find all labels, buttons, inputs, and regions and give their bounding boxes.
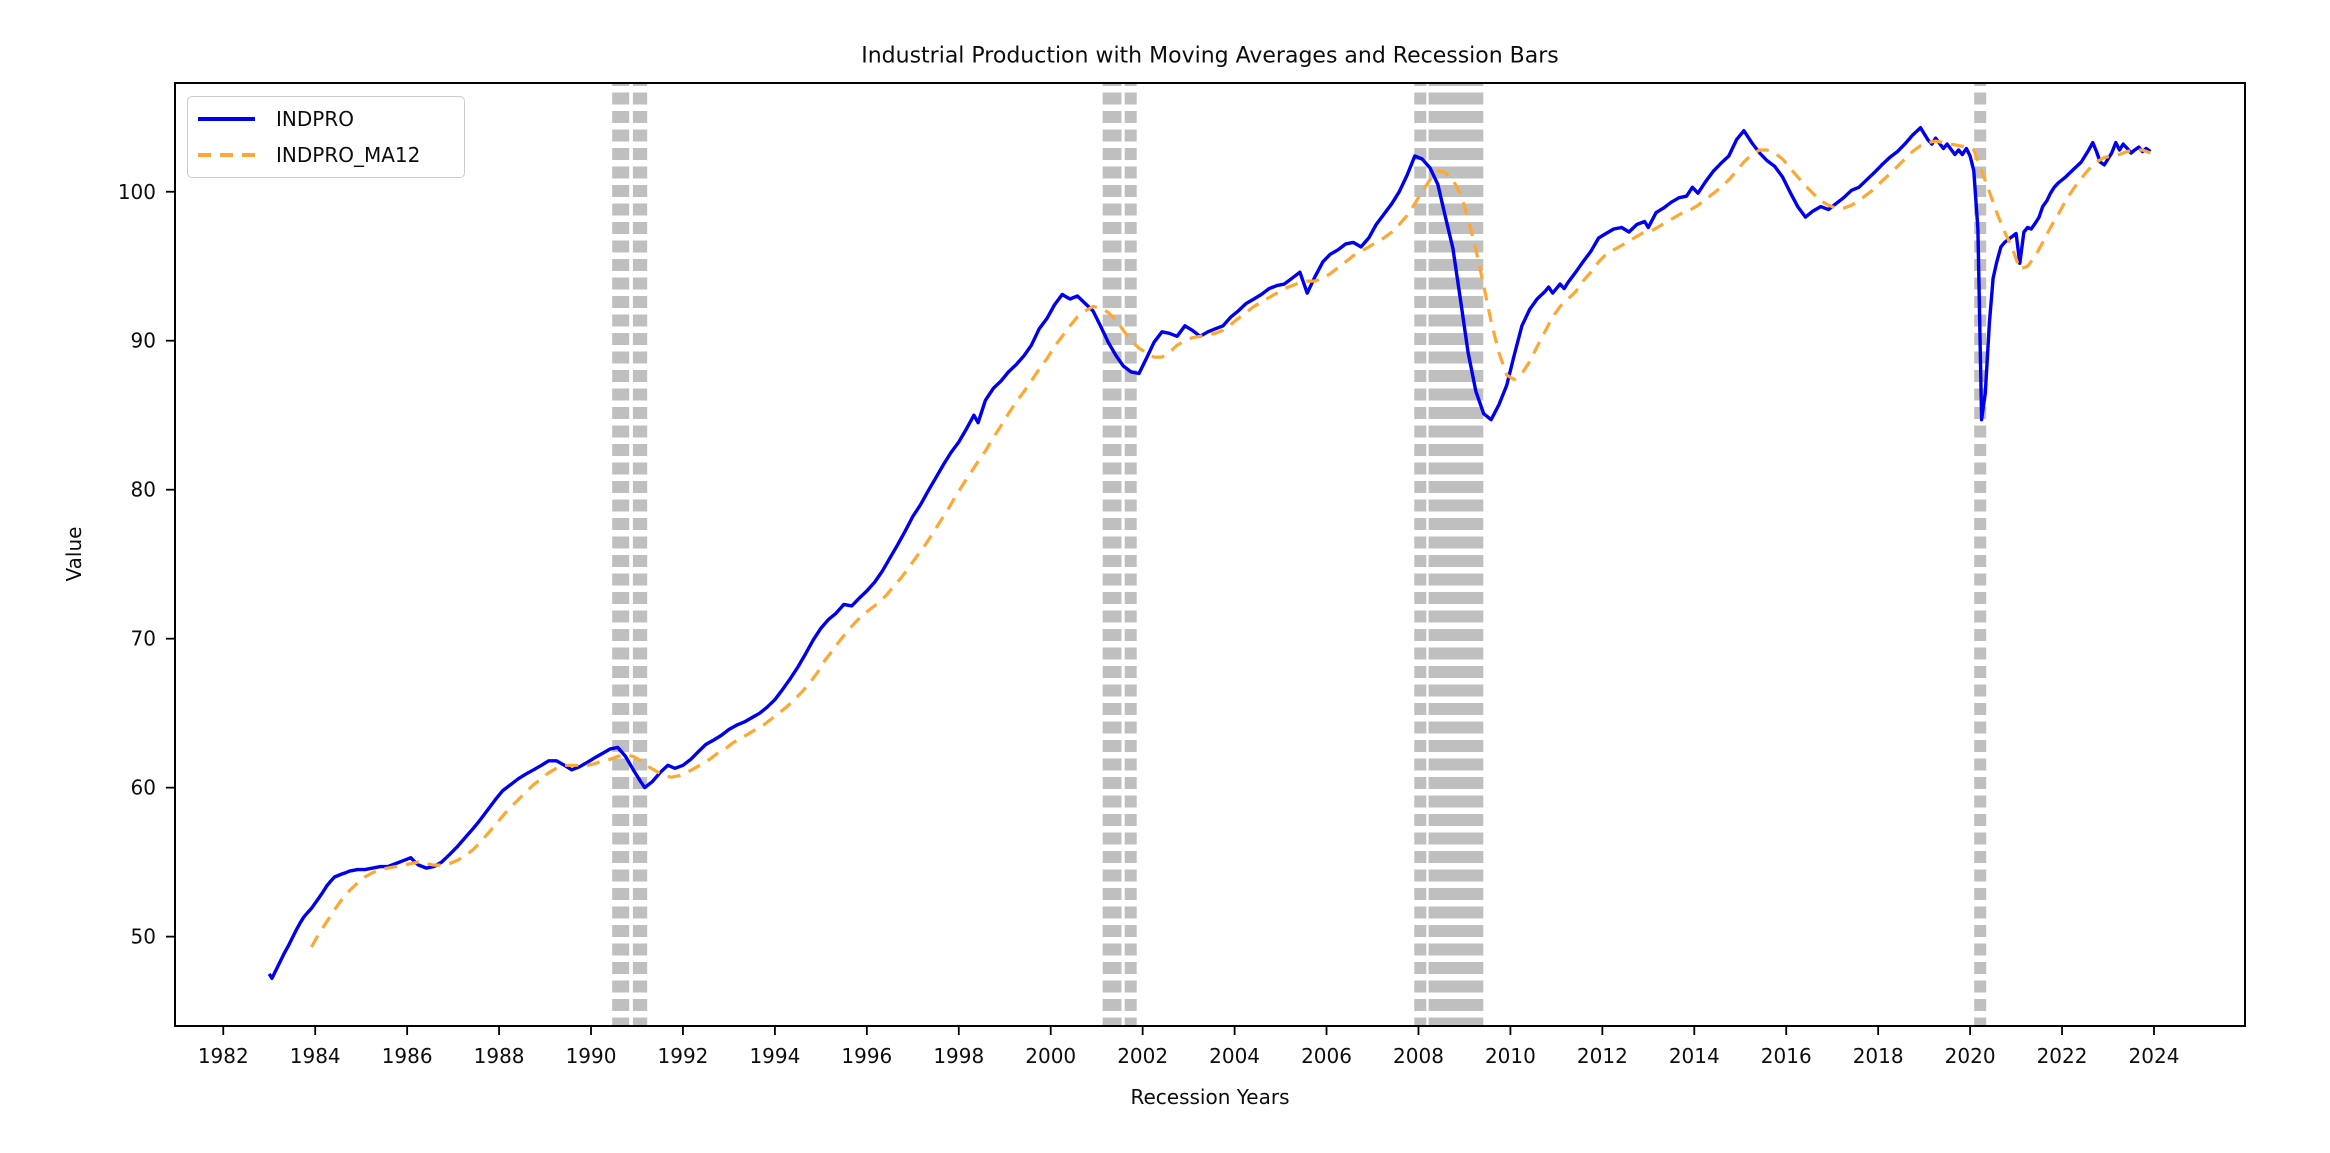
x-tick-label: 2010 <box>1485 1044 1536 1068</box>
x-tick-label: 1984 <box>290 1044 341 1068</box>
recession-band <box>1428 83 1484 1026</box>
legend: INDPRO INDPRO_MA12 <box>187 96 465 178</box>
x-tick-label: 1994 <box>749 1044 800 1068</box>
legend-label-indpro-ma12: INDPRO_MA12 <box>276 143 421 167</box>
plot-border <box>174 82 2246 1027</box>
x-axis-label: Recession Years <box>1130 1085 1290 1109</box>
legend-item-indpro-ma12: INDPRO_MA12 <box>198 137 454 173</box>
x-tick-label: 2022 <box>2037 1044 2088 1068</box>
indpro-line <box>267 125 2152 980</box>
x-tick-label: 2014 <box>1669 1044 1720 1068</box>
chart-title: Industrial Production with Moving Averag… <box>861 43 1559 69</box>
x-tick-label: 1988 <box>474 1044 525 1068</box>
legend-label-indpro: INDPRO <box>276 107 354 131</box>
y-axis-label: Value <box>62 526 86 582</box>
x-tick-label: 1990 <box>566 1044 617 1068</box>
x-tick-label: 1986 <box>382 1044 433 1068</box>
x-tick-label: 1982 <box>198 1044 249 1068</box>
recession-band <box>1414 83 1427 1026</box>
x-tick-label: 2004 <box>1209 1044 1260 1068</box>
recession-band <box>1102 83 1122 1026</box>
x-tick-label: 2018 <box>1853 1044 1904 1068</box>
y-tick-label: 100 <box>118 180 156 204</box>
x-tick-label: 1998 <box>933 1044 984 1068</box>
recession-band <box>1974 83 1987 1026</box>
x-tick-label: 2012 <box>1577 1044 1628 1068</box>
y-tick-label: 90 <box>131 329 156 353</box>
x-tick-label: 2008 <box>1393 1044 1444 1068</box>
legend-item-indpro: INDPRO <box>198 101 454 137</box>
x-tick-label: 2024 <box>2129 1044 2180 1068</box>
x-tick-label: 2020 <box>1945 1044 1996 1068</box>
recession-band <box>632 83 648 1026</box>
y-tick-label: 80 <box>131 478 156 502</box>
x-tick-label: 2016 <box>1761 1044 1812 1068</box>
x-tick-label: 1996 <box>841 1044 892 1068</box>
indpro-line-swatch <box>198 117 255 121</box>
y-tick-label: 60 <box>131 776 156 800</box>
x-tick-label: 2000 <box>1025 1044 1076 1068</box>
indpro-ma12-line-swatch <box>198 153 255 157</box>
x-tick-label: 2002 <box>1117 1044 1168 1068</box>
recession-band <box>1124 83 1137 1026</box>
y-tick-label: 50 <box>131 925 156 949</box>
x-tick-label: 1992 <box>658 1044 709 1068</box>
indpro-ma12-line <box>310 139 2151 948</box>
y-tick-label: 70 <box>131 627 156 651</box>
recession-band <box>612 83 630 1026</box>
x-tick-label: 2006 <box>1301 1044 1352 1068</box>
